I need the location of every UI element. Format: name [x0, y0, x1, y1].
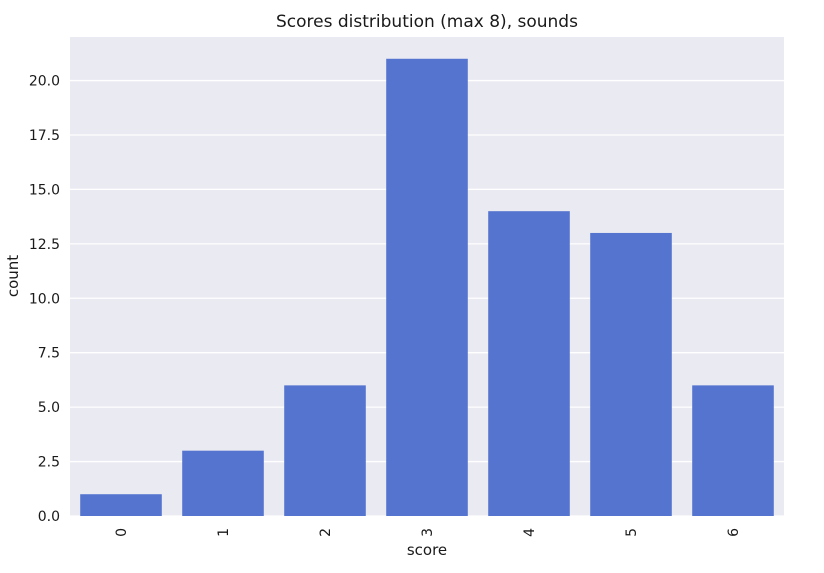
chart-title: Scores distribution (max 8), sounds [276, 12, 578, 32]
y-tick-label: 20.0 [29, 74, 60, 90]
y-tick-label: 15.0 [29, 182, 60, 198]
x-tick-label: 0 [114, 528, 130, 537]
bar-score-6 [692, 385, 774, 516]
y-axis-ticks: 0.0 2.5 5.0 7.5 10.0 12.5 15.0 17.5 20.0 [29, 74, 60, 525]
x-tick-label: 3 [420, 528, 436, 537]
x-tick-label: 2 [318, 528, 334, 537]
x-tick-label: 1 [216, 528, 232, 537]
x-axis-label: score [407, 541, 447, 559]
x-tick-label: 5 [624, 528, 640, 537]
y-tick-label: 0.0 [38, 509, 60, 525]
y-tick-label: 10.0 [29, 291, 60, 307]
y-tick-label: 2.5 [38, 455, 60, 471]
bar-score-0 [80, 494, 162, 516]
x-tick-label: 6 [726, 528, 742, 537]
bars [80, 58, 774, 517]
x-tick-label: 4 [522, 528, 538, 537]
bar-score-1 [182, 450, 264, 516]
y-tick-label: 5.0 [38, 400, 60, 416]
x-axis-ticks: 0 1 2 3 4 5 6 [114, 528, 742, 537]
y-axis-label: count [4, 255, 22, 297]
bar-score-2 [284, 385, 366, 516]
y-tick-label: 7.5 [38, 346, 60, 362]
bar-score-4 [488, 211, 570, 516]
bar-score-3 [386, 58, 468, 516]
bar-score-5 [590, 232, 672, 517]
y-tick-label: 12.5 [29, 237, 60, 253]
y-tick-label: 17.5 [29, 128, 60, 144]
